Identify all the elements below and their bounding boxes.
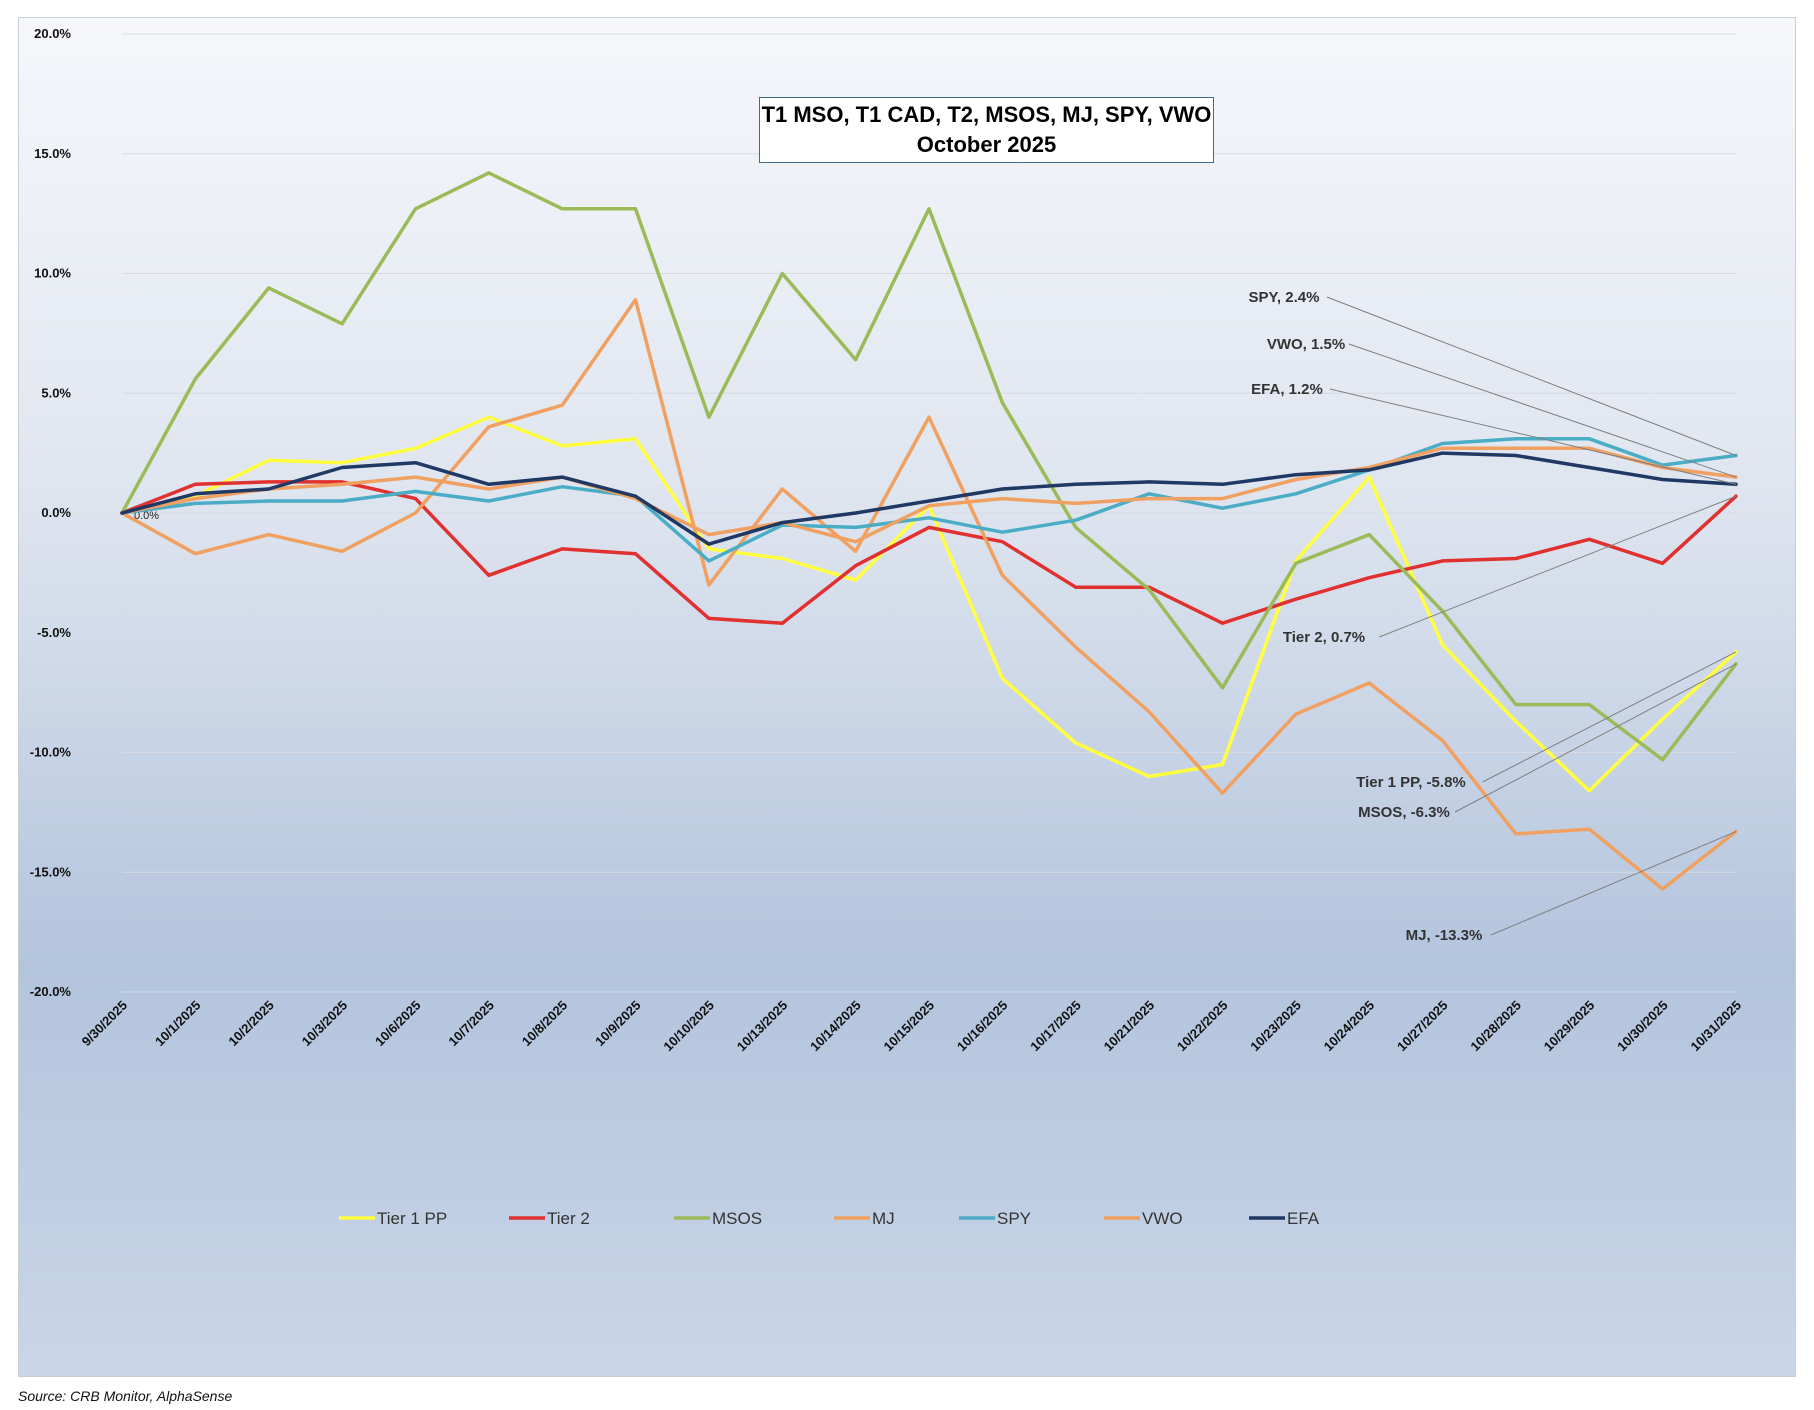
legend-label: MSOS bbox=[712, 1209, 762, 1228]
chart-title-box: T1 MSO, T1 CAD, T2, MSOS, MJ, SPY, VWO O… bbox=[759, 97, 1214, 163]
chart-area: 20.0% 15.0% 10.0% 5.0% 0.0% -5.0% -10.0% -15.0%… bbox=[18, 17, 1796, 1377]
x-tick-label: 10/3/2025 bbox=[299, 998, 351, 1050]
annotation-leader-line bbox=[1454, 663, 1737, 813]
x-tick-label: 10/6/2025 bbox=[372, 998, 424, 1050]
y-tick-label: 15.0% bbox=[34, 146, 71, 161]
annotation-leader-line bbox=[1326, 296, 1737, 456]
y-tick-label: 10.0% bbox=[34, 266, 71, 281]
x-tick-label: 10/14/2025 bbox=[807, 998, 864, 1055]
annotation-leader-line bbox=[1482, 651, 1737, 783]
y-tick-label: 0.0% bbox=[41, 505, 71, 520]
x-tick-label: 10/17/2025 bbox=[1027, 998, 1084, 1055]
x-tick-label: 10/23/2025 bbox=[1247, 998, 1304, 1055]
annotation-leader-line bbox=[1379, 495, 1737, 638]
x-tick-label: 10/29/2025 bbox=[1541, 998, 1598, 1055]
x-tick-label: 10/9/2025 bbox=[592, 998, 644, 1050]
y-tick-label: -10.0% bbox=[30, 745, 72, 760]
source-note: Source: CRB Monitor, AlphaSense bbox=[18, 1388, 233, 1404]
annotation-label: SPY, 2.4% bbox=[1249, 289, 1320, 306]
x-tick-label: 10/21/2025 bbox=[1101, 998, 1158, 1055]
x-tick-label: 10/22/2025 bbox=[1174, 998, 1231, 1055]
annotation-leader-line bbox=[1329, 388, 1737, 485]
x-tick-label: 10/15/2025 bbox=[880, 998, 937, 1055]
series-line-spy bbox=[120, 437, 1738, 563]
series-line-vwo bbox=[120, 446, 1738, 544]
annotation-label: MJ, -13.3% bbox=[1406, 927, 1483, 944]
x-tick-label: 10/7/2025 bbox=[445, 998, 497, 1050]
x-tick-label: 10/30/2025 bbox=[1614, 998, 1671, 1055]
x-tick-label: 10/10/2025 bbox=[660, 998, 717, 1055]
annotation-leader-line bbox=[1490, 831, 1737, 936]
x-tick-label: 10/27/2025 bbox=[1394, 998, 1451, 1055]
x-tick-label: 10/16/2025 bbox=[954, 998, 1011, 1055]
annotation-label: Tier 2, 0.7% bbox=[1283, 629, 1365, 646]
zero-data-label: 0.0% bbox=[134, 510, 159, 522]
series-line-tier-1-pp bbox=[120, 415, 1738, 793]
x-tick-label: 9/30/2025 bbox=[79, 998, 131, 1050]
y-tick-label: 5.0% bbox=[41, 385, 71, 400]
annotation-leader-line bbox=[1348, 343, 1737, 478]
x-tick-label: 10/13/2025 bbox=[734, 998, 791, 1055]
series-line-efa bbox=[120, 451, 1738, 546]
legend-label: Tier 1 PP bbox=[377, 1209, 447, 1228]
annotation-label: EFA, 1.2% bbox=[1251, 381, 1323, 398]
y-tick-label: 20.0% bbox=[34, 26, 71, 41]
series-line-tier-2 bbox=[120, 480, 1738, 625]
annotation-label: Tier 1 PP, -5.8% bbox=[1356, 774, 1466, 791]
x-tick-label: 10/28/2025 bbox=[1467, 998, 1524, 1055]
y-tick-label: -5.0% bbox=[37, 625, 71, 640]
legend-label: EFA bbox=[1287, 1209, 1320, 1228]
chart-title-line-2: October 2025 bbox=[916, 132, 1057, 157]
chart-title-line-1: T1 MSO, T1 CAD, T2, MSOS, MJ, SPY, VWO bbox=[761, 102, 1212, 127]
annotation-label: MSOS, -6.3% bbox=[1358, 804, 1450, 821]
x-tick-label: 10/1/2025 bbox=[152, 998, 204, 1050]
x-tick-label: 10/8/2025 bbox=[519, 998, 571, 1050]
legend-label: VWO bbox=[1142, 1209, 1183, 1228]
legend-label: Tier 2 bbox=[547, 1209, 590, 1228]
x-tick-label: 10/2/2025 bbox=[225, 998, 277, 1050]
series-line-msos bbox=[120, 171, 1738, 762]
x-tick-label: 10/24/2025 bbox=[1321, 998, 1378, 1055]
annotation-label: VWO, 1.5% bbox=[1267, 336, 1345, 353]
y-tick-label: -20.0% bbox=[30, 984, 72, 999]
legend-label: MJ bbox=[872, 1209, 895, 1228]
line-chart: 20.0% 15.0% 10.0% 5.0% 0.0% -5.0% -10.0% -15.0%… bbox=[30, 26, 1744, 1228]
legend-label: SPY bbox=[997, 1209, 1031, 1228]
x-tick-label: 10/31/2025 bbox=[1687, 998, 1744, 1055]
y-tick-label: -15.0% bbox=[30, 864, 72, 879]
series-line-mj bbox=[120, 298, 1738, 891]
